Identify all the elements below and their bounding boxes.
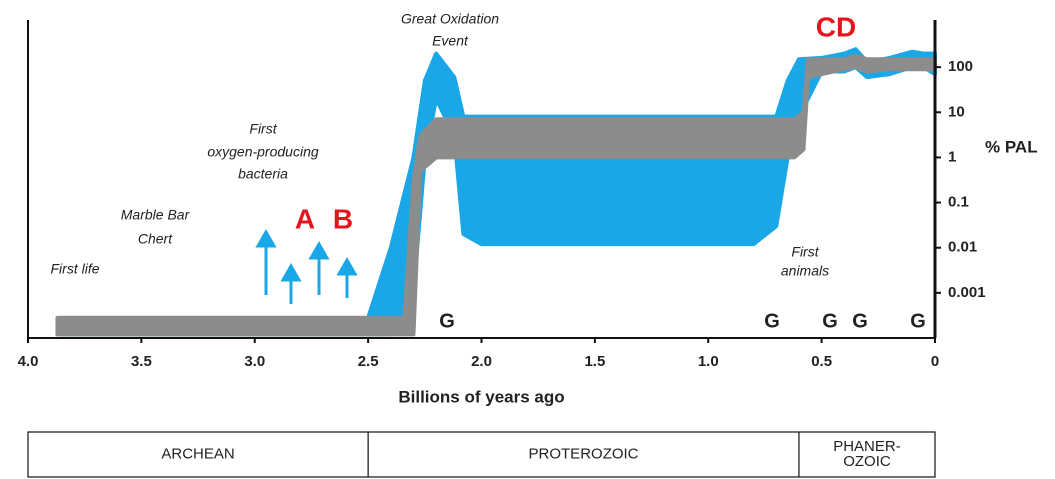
x-tick-label: 2.0 xyxy=(471,353,492,370)
annotation: bacteria xyxy=(238,166,288,182)
era-label: OZOIC xyxy=(843,453,891,470)
x-axis-label: Billions of years ago xyxy=(398,387,564,406)
x-tick-label: 0 xyxy=(931,353,939,370)
x-tick-label: 3.0 xyxy=(244,353,265,370)
x-tick-label: 2.5 xyxy=(358,353,379,370)
glaciation-label: G xyxy=(910,310,926,332)
era-table xyxy=(27,431,936,478)
era-label: ARCHEAN xyxy=(161,445,234,462)
annotation: oxygen-producing xyxy=(207,144,319,160)
arrow-head xyxy=(255,228,277,248)
annotation: First xyxy=(249,121,277,137)
annotation: animals xyxy=(781,263,829,279)
x-tick-label: 1.5 xyxy=(584,353,605,370)
arrow-head xyxy=(280,262,302,282)
era-label: PROTEROZOIC xyxy=(529,445,639,462)
arrows xyxy=(255,228,358,304)
marker-label: B xyxy=(333,203,353,234)
y-tick-label: 10 xyxy=(948,103,965,120)
y-tick-label: 0.1 xyxy=(948,194,969,211)
annotation: First xyxy=(791,244,819,260)
era-label: PHANER- xyxy=(833,438,901,455)
marker-label: A xyxy=(295,203,315,234)
glaciation-label: G xyxy=(852,310,868,332)
marker-label: CD xyxy=(816,11,856,42)
annotations: Great Oxidation Event First oxygen-produ… xyxy=(51,11,926,333)
glaciation-label: G xyxy=(439,310,455,332)
y-tick-label: 1 xyxy=(948,148,956,165)
x-tick-label: 1.0 xyxy=(698,353,719,370)
annotation: First life xyxy=(51,261,100,277)
x-tick-label: 4.0 xyxy=(18,353,39,370)
arrow-head xyxy=(336,256,358,276)
annotation: Chert xyxy=(138,231,173,247)
x-tick-label: 3.5 xyxy=(131,353,152,370)
annotation: Event xyxy=(432,33,469,49)
arrow-head xyxy=(308,240,330,260)
y-axis-label: % PAL xyxy=(985,137,1038,156)
glaciation-label: G xyxy=(822,310,838,332)
x-tick-label: 0.5 xyxy=(811,353,832,370)
y-tick-label: 0.01 xyxy=(948,239,977,256)
annotation: Great Oxidation xyxy=(401,11,499,27)
y-tick-label: 0.001 xyxy=(948,284,986,301)
glaciation-label: G xyxy=(764,310,780,332)
annotation: Marble Bar xyxy=(121,207,191,223)
plot xyxy=(55,47,937,337)
y-tick-label: 100 xyxy=(948,58,973,75)
